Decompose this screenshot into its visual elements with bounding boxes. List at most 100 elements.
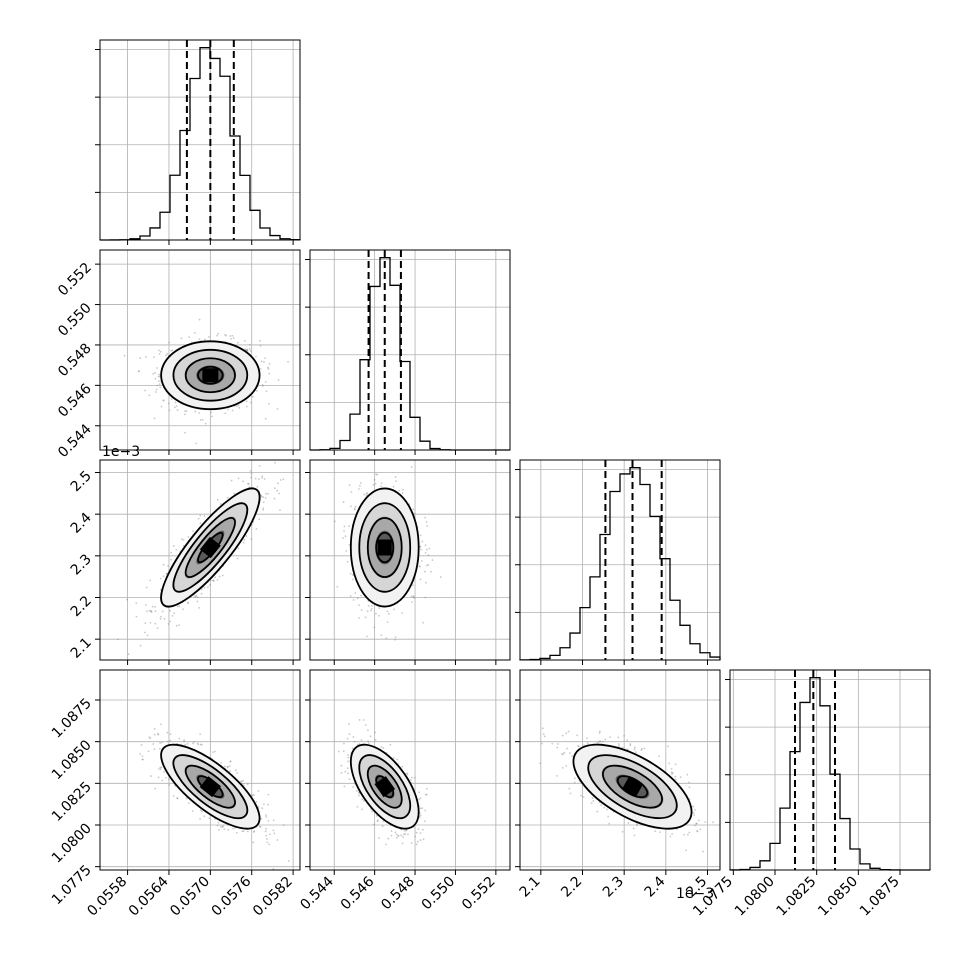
scatter-point [255,389,258,392]
scatter-point [403,833,405,836]
scatter-point [381,825,384,828]
scatter-point [198,412,200,414]
scatter-point [254,477,257,480]
scatter-point [367,729,369,732]
scatter-point [172,545,175,547]
scatter-point [167,565,170,567]
scatter-point [374,738,377,741]
scatter-point [196,742,199,745]
scatter-point [356,805,359,808]
scatter-point [425,521,428,523]
scatter-point [150,610,153,613]
scatter-point [242,779,245,782]
scatter-point [196,600,199,603]
scatter-point [422,621,425,624]
scatter-point [216,824,219,827]
scatter-point [421,807,424,810]
scatter-point [235,831,238,834]
scatter-point [200,592,203,595]
scatter-point [403,830,406,832]
scatter-point [154,610,157,613]
scatter-point [231,334,234,337]
scatter-point [367,742,370,744]
scatter-point [229,760,232,763]
contour-line [184,357,236,394]
density-layer [116,462,285,656]
scatter-point [380,485,382,488]
contour-line [358,502,412,593]
scatter-point [561,753,563,755]
scatter-point [154,622,157,625]
scatter-point [149,609,152,612]
scatter-point [402,836,404,838]
scatter-point [679,776,682,779]
scatter-point [135,602,138,605]
scatter-point [347,754,349,757]
scatter-point [230,337,232,340]
scatter-point [126,598,128,601]
scatter-point [264,417,267,420]
histogram-2 [519,467,721,661]
scatter-point [348,733,351,735]
scatter-point [198,318,201,321]
scatter-point [390,834,393,837]
scatter-point [375,814,378,817]
scatter-point [359,482,362,484]
scatter-point [261,476,264,479]
scatter-point [370,607,373,610]
contour-line [160,743,261,830]
scatter-point [166,352,169,355]
scatter-point [260,360,263,363]
scatter-point [139,644,142,647]
scatter-point [232,827,235,830]
scatter-point [354,592,357,594]
scatter-point [260,494,262,497]
scatter-point [390,830,393,832]
scatter-point [199,818,201,820]
scatter-point [556,743,559,745]
scatter-point [199,743,202,746]
scatter-point [351,578,354,581]
scatter-point [246,348,249,351]
scatter-point [268,372,270,375]
scatter-point [360,594,362,597]
scatter-point [398,489,400,492]
scatter-point [145,586,148,589]
scatter-point [276,839,279,841]
scatter-point [262,507,265,510]
panels-layer: 0.5440.5460.5480.5500.5522.12.22.32.42.5… [49,39,931,919]
scatter-point [419,832,422,835]
panel-frame [309,669,511,871]
scatter-point [261,475,264,477]
scatter-point [160,615,163,618]
scatter-point [348,723,350,726]
scatter-point [165,572,168,575]
scatter-point [263,478,266,480]
scatter-point [358,792,361,795]
scatter-point [187,536,190,538]
scatter-point [349,572,352,575]
scatter-point [380,634,383,637]
scatter-point [350,441,352,443]
scatter-point [287,360,289,363]
scatter-point [192,530,194,532]
scatter-point [431,559,434,561]
scatter-point [371,810,373,813]
scatter-point [229,770,231,773]
scatter-point [249,469,252,472]
scatter-point [659,831,662,834]
scatter-point [258,825,261,828]
scatter-point [262,496,265,498]
scatter-point [424,516,427,519]
panel-1-1 [305,249,511,455]
scatter-point [342,750,345,753]
scatter-point [417,840,419,843]
scatter-point [350,505,352,508]
scatter-point [185,410,188,413]
scatter-point [419,814,422,817]
scatter-point [632,827,635,830]
x-tick-label: 0.544 [297,873,337,913]
scatter-point [430,570,433,573]
x-tick-label: 0.546 [338,873,378,913]
